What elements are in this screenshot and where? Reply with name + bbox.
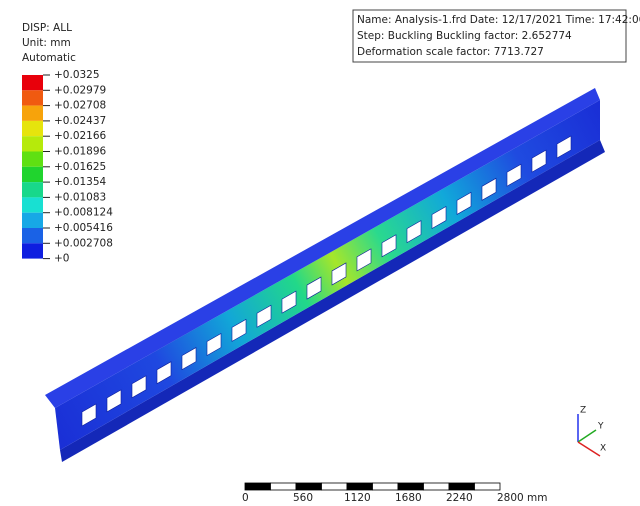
legend-unit: Unit: mm (22, 37, 71, 49)
opening (356, 248, 372, 272)
scale-segment (270, 482, 297, 491)
legend-swatch (22, 105, 43, 121)
legend-swatch (22, 243, 43, 259)
info-box: Name: Analysis-1.frd Date: 12/17/2021 Ti… (352, 9, 640, 63)
legend-swatch (22, 151, 43, 167)
scale-segment (244, 482, 271, 491)
top-flange (45, 88, 600, 408)
opening (131, 375, 147, 399)
scale-label: 560 (293, 492, 313, 504)
opening (506, 163, 522, 187)
info-line: Step: Buckling Buckling factor: 2.652774 (357, 30, 572, 42)
legend-label: +0.008124 (54, 207, 113, 219)
scale-label: 1680 (395, 492, 422, 504)
opening (256, 304, 272, 328)
scale-label: 1120 (344, 492, 371, 504)
legend-title: DISP: ALL (22, 22, 72, 34)
legend-label: +0.02708 (54, 100, 106, 112)
legend-swatch (22, 75, 43, 91)
info-line: Name: Analysis-1.frd Date: 12/17/2021 Ti… (357, 14, 640, 26)
opening (281, 290, 297, 314)
legend-label: +0.02437 (54, 115, 106, 127)
opening (556, 135, 572, 159)
y-axis (577, 429, 597, 443)
bottom-flange (60, 140, 605, 462)
legend-label: +0.005416 (54, 222, 113, 234)
opening (81, 403, 97, 427)
scale-label: 0 (242, 492, 249, 504)
scale-bar: 0 560 1120 1680 2240 2800 mm (242, 482, 548, 504)
opening (531, 149, 547, 173)
triad: Z Y X (577, 406, 606, 457)
scale-segment (397, 482, 424, 491)
legend-label: +0.01083 (54, 191, 106, 203)
opening (456, 191, 472, 215)
scale-segment (423, 482, 450, 491)
legend-swatch (22, 182, 43, 198)
scale-segment (372, 482, 399, 491)
legend-swatch (22, 228, 43, 244)
z-label: Z (580, 406, 586, 416)
legend: DISP: ALL Unit: mm Automatic +0.0325 +0.0… (22, 22, 113, 265)
beam (45, 88, 605, 462)
scale-segment (295, 482, 322, 491)
opening (206, 332, 222, 356)
x-label: X (600, 444, 606, 454)
scale-label: 2240 (446, 492, 473, 504)
legend-label: +0 (54, 253, 69, 265)
info-frame (352, 9, 627, 63)
legend-label: +0.01625 (54, 161, 106, 173)
x-axis (577, 441, 601, 457)
legend-label: +0.0325 (54, 69, 100, 81)
legend-label: +0.02979 (54, 84, 106, 96)
legend-mode: Automatic (22, 52, 76, 64)
opening (106, 389, 122, 413)
opening (331, 262, 347, 286)
y-label: Y (597, 422, 604, 432)
scale-segment (474, 482, 501, 491)
scale-segment (346, 482, 373, 491)
web (55, 100, 600, 450)
opening (406, 220, 422, 244)
legend-swatch (22, 212, 43, 228)
opening (181, 347, 197, 371)
opening (481, 177, 497, 201)
scale-segment (448, 482, 475, 491)
opening (431, 206, 447, 230)
opening (381, 234, 397, 258)
scale-segment (321, 482, 348, 491)
legend-label: +0.002708 (54, 237, 113, 249)
opening (231, 318, 247, 342)
legend-swatch (22, 120, 43, 137)
legend-label: +0.02166 (54, 130, 107, 142)
web-openings (81, 135, 572, 427)
legend-label: +0.01354 (54, 176, 107, 188)
opening (306, 276, 322, 300)
legend-swatch (22, 136, 43, 152)
legend-swatch (22, 197, 43, 213)
scale-label: 2800 mm (497, 492, 548, 504)
legend-swatch (22, 166, 43, 183)
legend-swatch (22, 90, 43, 106)
legend-label: +0.01896 (54, 146, 107, 158)
opening (156, 361, 172, 385)
info-line: Deformation scale factor: 7713.727 (357, 46, 544, 58)
